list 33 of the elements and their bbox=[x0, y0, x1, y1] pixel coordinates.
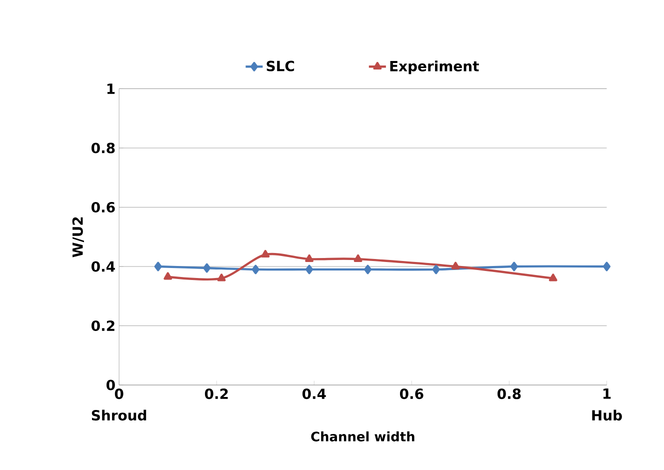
y-axis-title: W/U2 bbox=[72, 217, 84, 258]
point bbox=[305, 264, 314, 274]
point bbox=[354, 254, 362, 262]
x-tick-label: 0 bbox=[114, 388, 124, 400]
point bbox=[203, 263, 211, 273]
x-tick-label: 1 bbox=[603, 388, 611, 399]
y-tick-label: 0.6 bbox=[92, 202, 115, 212]
point bbox=[602, 262, 611, 272]
point bbox=[261, 250, 270, 258]
text: Hub bbox=[592, 410, 622, 421]
y-tick-label: 1 bbox=[107, 84, 115, 94]
point bbox=[217, 274, 226, 282]
point bbox=[510, 262, 518, 272]
text: Shroud bbox=[92, 410, 146, 421]
x-tick-label: 0.2 bbox=[204, 388, 228, 400]
x-axis-title: Channel width bbox=[311, 431, 414, 442]
point bbox=[252, 264, 260, 274]
point bbox=[154, 262, 162, 272]
point bbox=[305, 254, 314, 262]
point bbox=[548, 274, 558, 282]
x-tick-label: 0.4 bbox=[302, 388, 326, 400]
y-tick-label: 0 bbox=[106, 380, 115, 390]
y-tick-label: 0.8 bbox=[92, 142, 115, 154]
y-tick-label: 0.4 bbox=[92, 261, 115, 272]
y-tick-label: 0.2 bbox=[92, 320, 114, 331]
legend-label: Experiment bbox=[390, 60, 479, 74]
point bbox=[451, 262, 460, 270]
point bbox=[364, 264, 372, 274]
x-tick-label: 0.6 bbox=[400, 388, 424, 400]
point bbox=[164, 272, 172, 280]
x-tick-label: 0.8 bbox=[498, 388, 521, 400]
point bbox=[432, 264, 440, 274]
legend-label: SLC bbox=[266, 60, 294, 72]
